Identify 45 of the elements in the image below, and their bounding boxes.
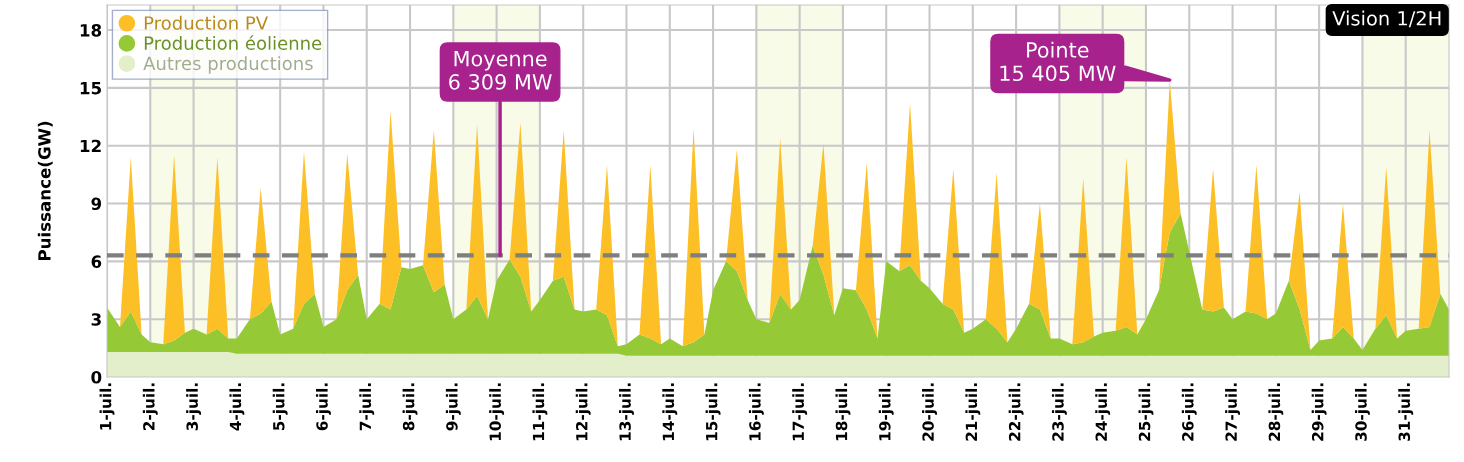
annotation: Moyenne 6 309 MW bbox=[449, 50, 552, 90]
y-tick-label: 6 bbox=[91, 255, 102, 268]
y-tick-label: 18 bbox=[80, 24, 102, 37]
legend-label: Autres productions bbox=[143, 56, 313, 74]
y-tick-label: 12 bbox=[80, 139, 101, 153]
x-tick-label: 26-juil. bbox=[1181, 383, 1197, 441]
x-tick-label: 16-juil. bbox=[748, 383, 764, 441]
x-tick-label: 28-juil. bbox=[1268, 383, 1284, 441]
y-tick-label: 3 bbox=[91, 313, 101, 326]
x-tick-label: 8-juil. bbox=[402, 383, 418, 431]
x-tick-label: 17-juil. bbox=[792, 383, 808, 441]
x-tick-label: 10-juil. bbox=[489, 383, 505, 441]
annotation: Pointe 15 405 MW bbox=[1000, 41, 1116, 82]
x-tick-label: 23-juil. bbox=[1051, 383, 1067, 441]
x-tick-label: 5-juil. bbox=[272, 383, 288, 431]
x-tick-label: 14-juil. bbox=[662, 383, 678, 441]
legend-label: Production éolienne bbox=[144, 35, 322, 50]
x-tick-label: 22-juil. bbox=[1008, 383, 1024, 441]
annotation: Vision 1/2H bbox=[1332, 10, 1441, 28]
x-tick-label: 3-juil. bbox=[186, 383, 202, 431]
x-tick-label: 20-juil. bbox=[922, 383, 937, 441]
x-tick-label: 11-juil. bbox=[532, 383, 548, 441]
y-axis-title: Puissance(GW) bbox=[37, 121, 53, 261]
y-tick-label: 15 bbox=[80, 82, 101, 95]
x-tick-label: 6-juil. bbox=[316, 383, 331, 431]
x-tick-label: 2-juil. bbox=[142, 383, 158, 431]
x-tick-label: 31-juil. bbox=[1398, 383, 1414, 441]
x-tick-label: 18-juil. bbox=[835, 383, 851, 441]
x-tick-label: 24-juil. bbox=[1095, 383, 1111, 441]
x-tick-label: 7-juil. bbox=[359, 383, 375, 431]
x-tick-label: 21-juil. bbox=[965, 383, 981, 441]
x-tick-label: 15-juil. bbox=[705, 383, 721, 441]
x-tick-label: 30-juil. bbox=[1354, 383, 1370, 441]
legend-label: Production PV bbox=[144, 15, 268, 30]
x-tick-label: 19-juil. bbox=[878, 383, 894, 441]
x-tick-label: 4-juil. bbox=[229, 383, 245, 431]
x-tick-label: 13-juil. bbox=[619, 383, 634, 441]
y-tick-label: 9 bbox=[91, 197, 102, 211]
x-tick-label: 9-juil. bbox=[445, 383, 461, 431]
x-tick-label: 25-juil. bbox=[1138, 383, 1154, 441]
y-tick-label: 0 bbox=[91, 370, 102, 384]
x-tick-label: 12-juil. bbox=[575, 383, 591, 441]
x-tick-label: 1-juil. bbox=[99, 383, 115, 430]
x-tick-label: 29-juil. bbox=[1311, 383, 1327, 441]
x-tick-label: 27-juil. bbox=[1225, 383, 1240, 441]
